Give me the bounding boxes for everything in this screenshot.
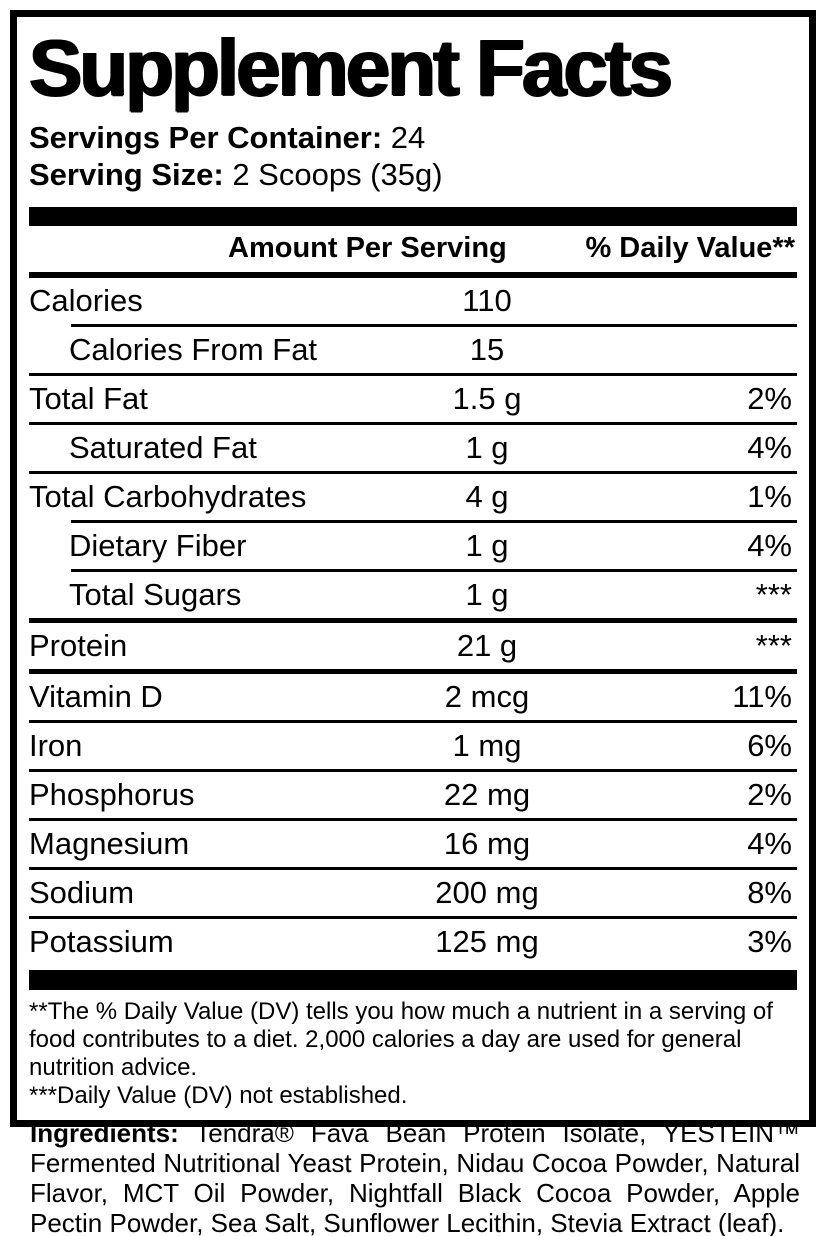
footnote-daily-value: **The % Daily Value (DV) tells you how m… [29,998,773,1081]
nutrient-name: Saturated Fat [69,430,257,465]
nutrient-amount: 21 g [456,628,518,663]
page-title: Supplement Facts [29,23,673,112]
nutrient-dv: 4% [747,430,792,465]
nutrient-amount: 1 g [465,577,509,612]
nutrient-row: Iron 1 mg 6% [29,723,797,769]
facts-rows: Calories 110 Calories From Fat 15 Total Fat 1… [29,278,797,965]
servings-per-container-line: Servings Per Container: 24 [29,119,797,156]
nutrient-name: Vitamin D [29,679,163,714]
nutrient-dv: *** [755,628,792,663]
nutrient-row: Dietary Fiber 1 g 4% [29,523,797,569]
servings-per-container-value: 24 [390,120,426,155]
nutrient-amount: 1 mg [452,728,522,763]
row-separator [29,867,797,870]
nutrient-name: Total Sugars [69,577,242,612]
nutrient-amount: 200 mg [435,875,539,910]
nutrient-dv: 4% [747,826,792,861]
nutrient-amount: 1 g [465,528,509,563]
nutrient-amount: 125 mg [435,924,539,959]
nutrient-row: Phosphorus 22 mg 2% [29,772,797,818]
row-separator [71,569,797,572]
nutrient-dv: 2% [747,381,792,416]
nutrient-row: Protein 21 g *** [29,623,797,669]
row-separator [29,471,797,474]
amount-column-header: Amount Per Serving [228,232,507,264]
nutrient-amount: 110 [462,283,512,318]
header-rule [29,272,797,278]
nutrient-amount: 15 [469,332,505,367]
row-separator [29,373,797,376]
nutrient-row: Total Carbohydrates 4 g 1% [29,474,797,520]
nutrient-name: Iron [29,728,83,763]
nutrient-row: Vitamin D 2 mcg 11% [29,674,797,720]
serving-size-line: Serving Size: 2 Scoops (35g) [29,156,797,193]
nutrient-amount: 4 g [465,479,509,514]
nutrient-name: Dietary Fiber [69,528,247,563]
nutrient-row: Potassium 125 mg 3% [29,919,797,965]
table-header-row: Amount Per Serving % Daily Value** [29,226,797,272]
serving-size-value: 2 Scoops (35g) [232,157,443,192]
top-divider-bar [29,207,797,226]
ingredients-text: Tendra® Fava Bean Protein Isolate, YESTE… [30,1118,800,1236]
nutrient-name: Sodium [29,875,135,910]
row-separator [29,769,797,772]
facts-panel: Supplement Facts Servings Per Container:… [10,10,816,1127]
nutrient-dv: 8% [747,875,792,910]
row-separator [29,422,797,425]
row-separator [29,618,797,623]
nutrient-amount: 1.5 g [452,381,522,416]
nutrient-name: Total Carbohydrates [29,479,307,514]
footnote-not-established: ***Daily Value (DV) not established. [29,1082,408,1109]
nutrient-row: Calories 110 [29,278,797,324]
serving-size-label: Serving Size: [29,157,224,192]
nutrient-name: Phosphorus [29,777,195,812]
nutrient-dv: 1% [747,479,792,514]
nutrient-row: Total Fat 1.5 g 2% [29,376,797,422]
row-separator [71,520,797,523]
row-separator [29,720,797,723]
nutrient-dv: 6% [747,728,792,763]
row-separator [71,324,797,327]
nutrient-row: Calories From Fat 15 [29,327,797,373]
bottom-divider-bar [29,970,797,990]
row-separator [29,916,797,919]
nutrient-dv: 3% [747,924,792,959]
nutrient-amount: 22 mg [443,777,531,812]
row-separator [29,669,797,674]
nutrient-name: Calories From Fat [69,332,318,367]
daily-value-column-header: % Daily Value** [585,232,795,264]
nutrient-name: Magnesium [29,826,190,861]
nutrient-amount: 16 mg [443,826,531,861]
nutrient-dv: 4% [747,528,792,563]
nutrient-row: Saturated Fat 1 g 4% [29,425,797,471]
servings-per-container-label: Servings Per Container: [29,120,383,155]
nutrient-name: Potassium [29,924,174,959]
nutrient-dv: *** [755,577,792,612]
nutrient-row: Magnesium 16 mg 4% [29,821,797,867]
nutrient-name: Calories [29,283,143,318]
row-separator [29,818,797,821]
nutrient-dv: 2% [747,777,792,812]
nutrient-amount: 2 mcg [444,679,530,714]
nutrient-name: Protein [29,628,128,663]
ingredients-paragraph: Ingredients: Tendra® Fava Bean Protein I… [30,1118,800,1236]
nutrient-row: Total Sugars 1 g *** [29,572,797,618]
nutrient-row: Sodium 200 mg 8% [29,870,797,916]
ingredients-label: Ingredients: [30,1118,179,1148]
nutrient-name: Total Fat [29,381,148,416]
nutrient-amount: 1 g [465,430,509,465]
footnotes: **The % Daily Value (DV) tells you how m… [29,990,797,1110]
nutrient-dv: 11% [732,679,792,714]
